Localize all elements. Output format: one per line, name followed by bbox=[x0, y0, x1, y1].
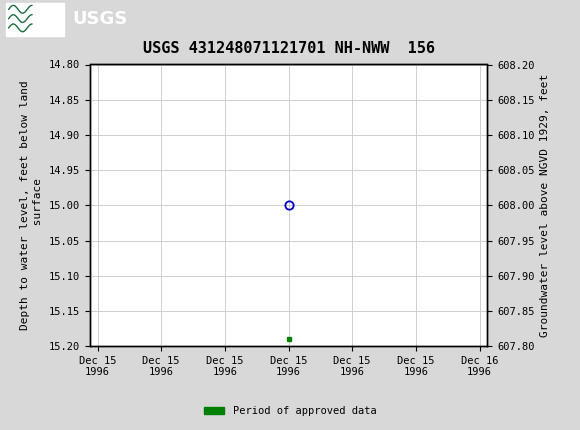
Text: USGS: USGS bbox=[72, 10, 128, 28]
Legend: Period of approved data: Period of approved data bbox=[200, 402, 380, 421]
Title: USGS 431248071121701 NH-NWW  156: USGS 431248071121701 NH-NWW 156 bbox=[143, 41, 434, 56]
Bar bbox=[6, 3, 64, 36]
Y-axis label: Groundwater level above NGVD 1929, feet: Groundwater level above NGVD 1929, feet bbox=[540, 74, 550, 337]
Y-axis label: Depth to water level, feet below land
 surface: Depth to water level, feet below land su… bbox=[20, 80, 44, 330]
